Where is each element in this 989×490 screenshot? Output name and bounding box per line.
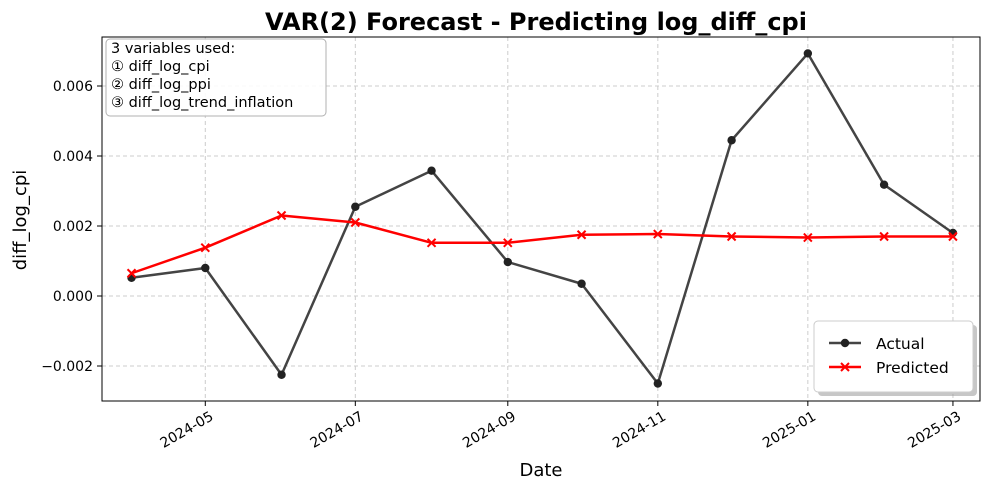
legend-label-predicted: Predicted [876,359,949,377]
legend-label-actual: Actual [876,335,925,353]
annotation-box: 3 variables used: ① diff_log_cpi ② diff_… [105,38,327,117]
data-point-actual [201,263,210,273]
series-line-actual [131,52,954,385]
data-point-actual [277,370,286,379]
y-tick-label: −0.002 [41,359,93,375]
data-point-predicted [276,210,287,221]
data-point-actual [879,180,889,189]
data-point-actual [427,166,436,175]
data-point-predicted [653,229,663,239]
legend-marker-actual [840,338,850,348]
chart-title: VAR(2) Forecast - Predicting log_diff_cp… [265,8,807,36]
x-tick-label: 2025-01 [760,409,819,452]
legend-marker-predicted [840,362,850,372]
data-point-predicted [803,232,813,243]
plot-area-frame [101,36,981,402]
x-tick-label: 2024-05 [158,409,217,452]
x-tick-label: 2024-07 [308,409,367,452]
data-point-actual [803,49,813,58]
legend: Actual Predicted [813,320,977,396]
data-point-predicted [350,217,361,228]
data-point-predicted [726,231,737,242]
annotation-line-1: 3 variables used: [111,41,235,57]
data-point-predicted [426,238,437,248]
data-point-predicted [576,230,587,240]
y-tick-label: 0.004 [53,149,93,165]
series-line-predicted [131,214,953,275]
annotation-line-3: ② diff_log_ppi [111,77,211,93]
data-point-actual [503,257,512,267]
data-point-actual [653,379,663,388]
x-tick-label: 2025-03 [905,409,964,452]
annotation-line-2: ① diff_log_cpi [111,59,210,75]
y-tick-label: 0.000 [53,289,93,305]
data-point-predicted [200,242,211,253]
data-point-actual [351,202,360,211]
x-axis-title: Date [519,460,562,481]
series-layer [126,49,958,388]
data-point-predicted [503,238,513,248]
x-tick-label: 2024-11 [610,409,669,452]
data-point-actual [577,279,586,288]
x-tick-label: 2024-09 [460,409,519,452]
data-point-predicted [948,231,958,242]
data-point-actual [727,136,736,145]
y-tick-label: 0.002 [53,219,93,235]
data-point-predicted [879,231,889,242]
y-tick-label: 0.006 [53,79,93,95]
y-axis-title: diff_log_cpi [10,170,31,271]
data-point-predicted [126,268,137,278]
annotation-line-4: ③ diff_log_trend_inflation [111,95,293,111]
